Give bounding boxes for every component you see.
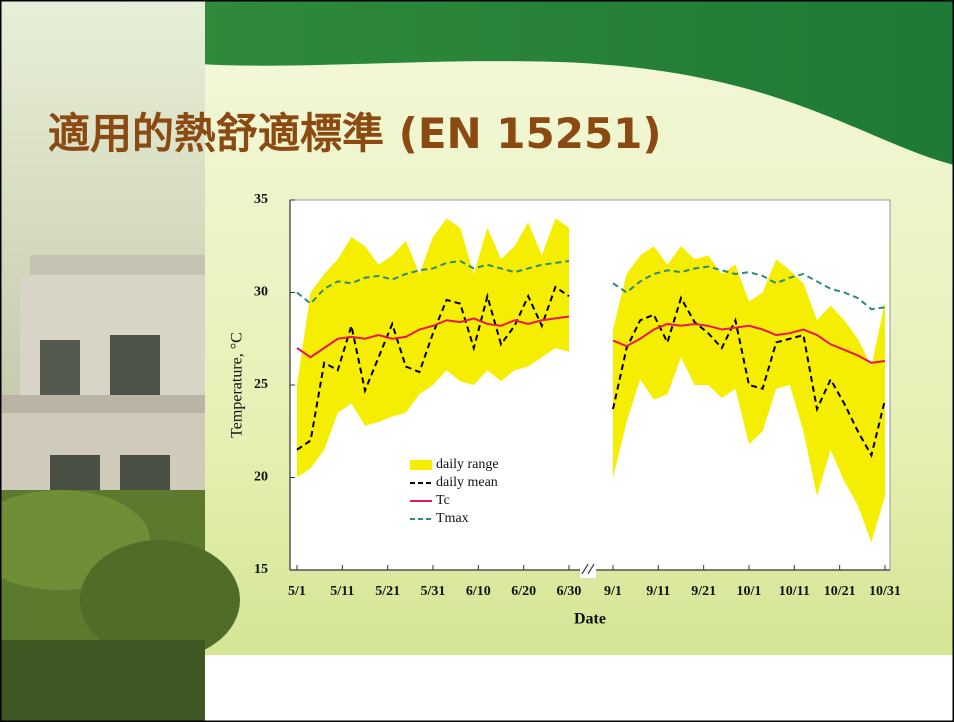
y-tick-label: 35 [254, 192, 268, 207]
legend-label: Tc [436, 493, 450, 508]
range-band [297, 218, 885, 543]
x-tick-label: 10/21 [824, 584, 856, 599]
series-line [296, 315, 886, 364]
x-tick-label: 6/20 [511, 584, 536, 599]
legend-swatch [410, 460, 432, 470]
x-tick-label: 10/31 [869, 584, 901, 599]
series-line [296, 285, 886, 458]
x-tick-label: 10/1 [737, 584, 762, 599]
slide-title: 適用的熱舒適標準 (EN 15251) [48, 109, 662, 158]
plot: daily range daily mean Tc Tmax [289, 199, 891, 571]
legend-label: daily range [436, 457, 499, 472]
x-tick-label: 9/11 [646, 584, 670, 599]
x-tick-label: 9/1 [604, 584, 622, 599]
series-line [296, 260, 886, 311]
x-tick-label: 6/10 [466, 584, 491, 599]
x-axis-label: Date [574, 611, 606, 628]
y-axis-label: Temperature, °C [229, 332, 246, 438]
y-tick-label: 25 [254, 377, 268, 392]
x-tick-label: 5/1 [288, 584, 306, 599]
x-tick-label: 10/11 [779, 584, 810, 599]
legend-label: daily mean [436, 475, 498, 490]
x-tick-label: 6/30 [557, 584, 582, 599]
axis-break [580, 562, 596, 578]
photo [0, 0, 240, 722]
x-tick-label: 5/11 [330, 584, 354, 599]
header-band [200, 0, 954, 165]
slide-footer [205, 655, 954, 722]
x-tick-label: 5/31 [421, 584, 446, 599]
y-tick-label: 20 [254, 470, 268, 485]
x-tick-label: 5/21 [375, 584, 400, 599]
legend-label: Tmax [436, 511, 469, 526]
x-tick-label: 9/21 [691, 584, 716, 599]
y-tick-label: 15 [254, 562, 268, 577]
y-tick-label: 30 [254, 285, 268, 300]
